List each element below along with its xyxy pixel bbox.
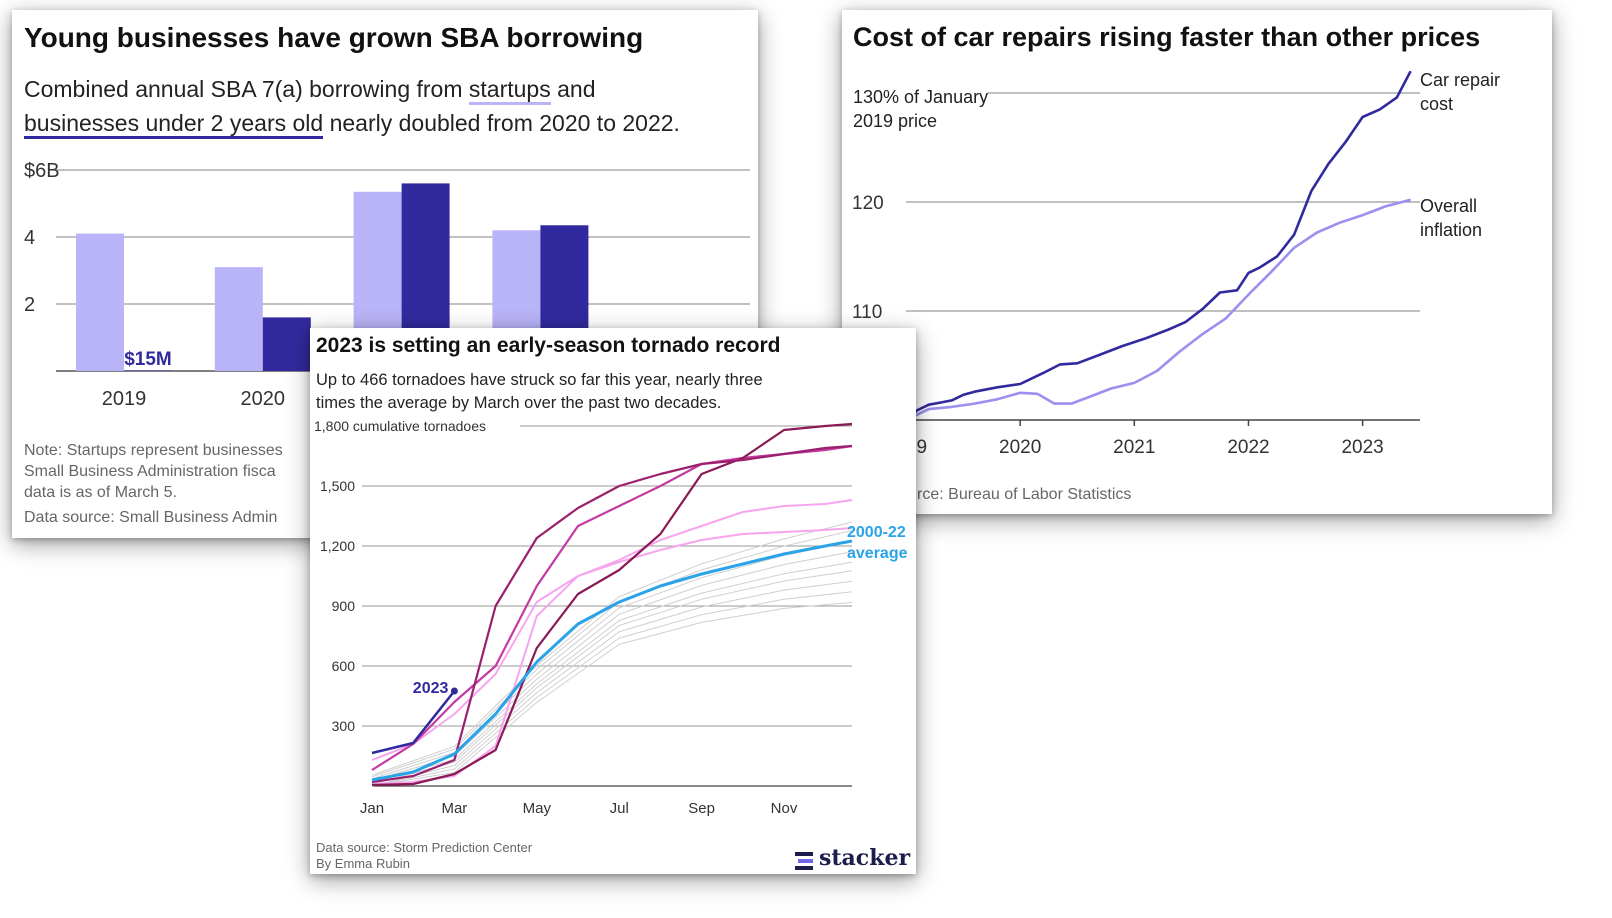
repair-xtick-label: 2020 (999, 437, 1041, 458)
sba-note-line: data is as of March 5. (24, 484, 177, 501)
tornado-xtick-label: Jul (610, 800, 629, 817)
tornado-byline: By Emma Rubin (316, 856, 410, 871)
sba-annotation: $15M (124, 349, 172, 370)
tornado-line-average (371, 539, 853, 782)
tornado-line-2023 (371, 690, 456, 755)
overall-label-line2: inflation (1420, 220, 1483, 240)
repair-xtick-label: 2022 (1227, 437, 1269, 458)
repair-card: Cost of car repairs rising faster than o… (842, 10, 1552, 514)
sba-sub-pre: Combined annual SBA 7(a) borrowing from (24, 76, 469, 102)
tornado-sub-line2: times the average by March over the past… (316, 394, 722, 412)
tornado-line-historical (371, 570, 853, 785)
repair-ylabel: 130% of January 2019 price (853, 85, 989, 133)
tornado-line-historical (371, 521, 853, 776)
repair-xtick-label: 2023 (1341, 437, 1383, 458)
sba-subtitle: Combined annual SBA 7(a) borrowing from … (24, 72, 744, 140)
startups-legend-link: startups (468, 76, 551, 105)
tornado-xtick-label: Jan (360, 800, 384, 817)
repair-source: Data source: Bureau of Labor Statistics (853, 486, 1132, 503)
tornado-xtick-label: Mar (441, 800, 467, 817)
sba-title: Young businesses have grown SBA borrowin… (24, 22, 644, 53)
tornado-line-historical (371, 580, 853, 787)
sba-ytick-label: 2 (24, 294, 35, 316)
tornado-ytick-label: 900 (332, 598, 356, 614)
repair-label-line1: Car repair (1420, 70, 1501, 90)
tornado-line-2004 (371, 499, 853, 785)
tornado-line-historical (371, 530, 853, 778)
sba-source: Data source: Small Business Admin (24, 509, 278, 526)
sba-ytick-label: $6B (24, 160, 60, 182)
tornado-2023-endpoint (450, 687, 458, 695)
tornado-line-historical (371, 601, 853, 787)
repair-title: Cost of car repairs rising faster than o… (853, 22, 1481, 52)
sba-bar-startups (214, 267, 263, 371)
tornado-ytick-label: 300 (332, 718, 356, 734)
sba-note-line: Small Business Administration fisca (24, 463, 276, 480)
tornado-ytick-label: 1,800 cumulative tornadoes (314, 418, 486, 434)
repair-ylabel-line2: 2019 price (853, 111, 938, 131)
tornado-line-2011 (371, 444, 853, 784)
sba-xtick-label: 2019 (102, 388, 147, 410)
sba-bar-young (262, 317, 311, 371)
repair-ytick-label: 110 (852, 302, 882, 323)
repair-label-line2: cost (1420, 94, 1454, 114)
repair-line-overall (905, 198, 1411, 422)
tornado-subtitle: Up to 466 tornadoes have struck so far t… (316, 369, 763, 415)
tornado-line-historical (371, 540, 853, 780)
stacker-logo: stacker (793, 845, 915, 873)
tornado-line-historical (371, 591, 853, 787)
repair-ylabel-line1: 130% of January (853, 87, 989, 107)
repair-series-label: Car repair cost (1420, 68, 1500, 116)
tornado-source: Data source: Storm Prediction Center By … (316, 840, 532, 872)
tornado-xtick-label: May (523, 800, 552, 817)
tornado-chart: 300 600 900 1,200 1,500 1,800 cumulative torn… (314, 418, 908, 817)
sba-note-line: Note: Startups represent businesses (24, 442, 283, 459)
tornado-2023-label: 2023 (413, 680, 449, 697)
tornado-source-line: Data source: Storm Prediction Center (316, 840, 533, 855)
overall-series-label: Overall inflation (1420, 194, 1482, 242)
sba-ytick-label: 4 (24, 227, 35, 249)
tornado-ytick-label: 1,200 (320, 538, 355, 554)
tornado-title: 2023 is setting an early-season tornado … (316, 334, 781, 357)
tornado-card: 2023 is setting an early-season tornado … (310, 328, 916, 874)
repair-chart: 10011012020192020202120222023 (852, 70, 1420, 458)
repair-line-car-repair (905, 70, 1412, 421)
tornado-sub-line1: Up to 466 tornadoes have struck so far t… (316, 371, 763, 389)
tornado-line-1999 (371, 422, 853, 787)
sba-sub-post: nearly doubled from 2020 to 2022. (323, 110, 680, 136)
sba-sub-mid: and (550, 76, 596, 102)
overall-label-line1: Overall (1420, 196, 1478, 216)
repair-xtick-label: 2021 (1113, 437, 1155, 458)
repair-ytick-label: 120 (852, 193, 884, 214)
sba-bar-young (124, 370, 172, 371)
tornado-average-label-line1: 2000-22 (847, 524, 906, 541)
tornado-xtick-label: Nov (771, 800, 798, 817)
stacker-mark-icon (795, 852, 813, 870)
tornado-average-label-line2: average (847, 545, 908, 562)
tornado-ytick-label: 1,500 (320, 478, 355, 494)
tornado-line-2024 (371, 527, 853, 761)
tornado-ytick-label: 600 (332, 658, 356, 674)
sba-bar-startups (76, 233, 124, 371)
sba-note: Note: Startups represent businesses Smal… (24, 440, 283, 503)
stacker-wordmark: stacker (819, 845, 911, 871)
tornado-xtick-label: Sep (688, 800, 715, 817)
sba-xtick-label: 2020 (241, 388, 286, 410)
young-business-legend-link: businesses under 2 years old (24, 110, 324, 139)
